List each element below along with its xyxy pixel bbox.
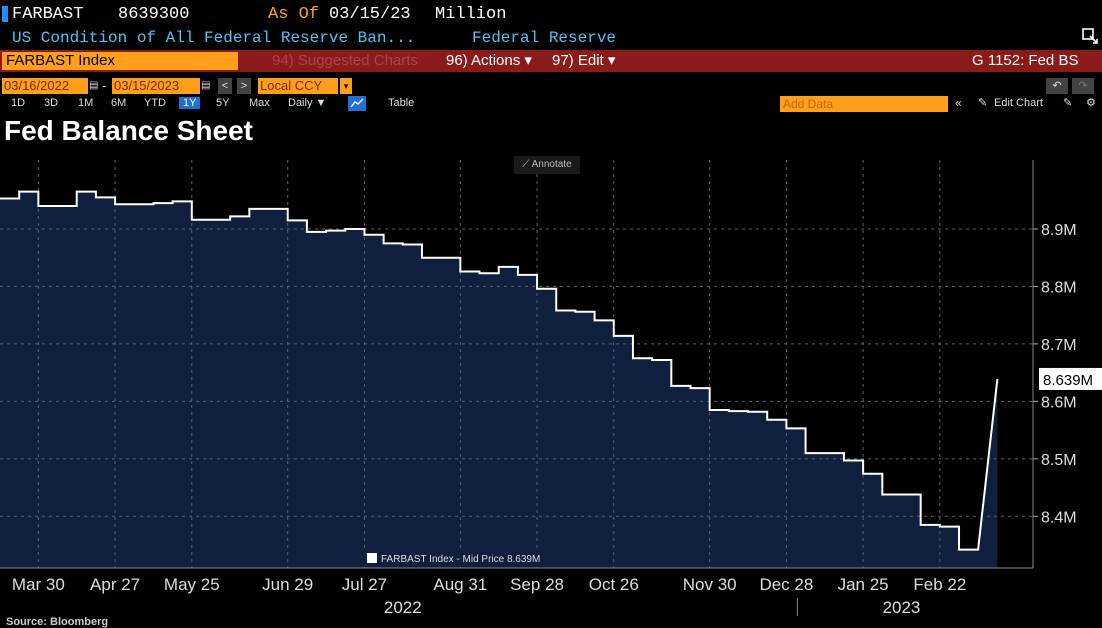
period-row: 1D 3D 1M 6M YTD 1Y 5Y Max Daily ▼ Table …: [0, 95, 1102, 113]
collapse-icon[interactable]: «: [955, 96, 962, 110]
period-max[interactable]: Max: [249, 97, 270, 109]
area-fill: [0, 191, 998, 568]
prev-period-button[interactable]: <: [218, 78, 232, 94]
x-year-label: 2023: [883, 598, 921, 616]
x-tick-label: Sep 28: [510, 575, 564, 594]
ticker-flag-icon: [2, 6, 8, 22]
add-data-field[interactable]: Add Data: [780, 96, 948, 112]
annotate-button[interactable]: ⟋ Annotate: [514, 156, 580, 174]
series-line: [0, 190, 999, 551]
x-tick-label: Mar 30: [12, 575, 65, 594]
start-date-field[interactable]: 03/16/2022: [2, 78, 88, 94]
legend-box: [362, 549, 560, 567]
frequency-select[interactable]: Daily ▼: [288, 97, 327, 109]
next-period-button[interactable]: >: [237, 78, 251, 94]
pencil-icon[interactable]: ✎: [978, 97, 988, 109]
security-field[interactable]: FARBAST Index: [2, 52, 238, 70]
table-button[interactable]: Table: [388, 97, 415, 109]
undo-icon[interactable]: ↶: [1046, 78, 1068, 94]
x-tick-label: Aug 31: [433, 575, 487, 594]
x-tick-label: Oct 26: [589, 575, 639, 594]
line-chart-icon[interactable]: [348, 96, 366, 111]
page-id: G 1152: Fed BS: [972, 52, 1079, 69]
edit-small-icon[interactable]: ✎: [1063, 97, 1073, 109]
settings-gear-icon[interactable]: ⚙: [1086, 97, 1096, 109]
x-tick-label: May 25: [164, 575, 220, 594]
edit-chart-button[interactable]: Edit Chart: [994, 97, 1043, 109]
period-1y[interactable]: 1Y: [179, 97, 201, 109]
period-5y[interactable]: 5Y: [216, 97, 230, 109]
chart-title: Fed Balance Sheet: [4, 115, 253, 146]
period-3d[interactable]: 3D: [44, 97, 59, 109]
period-ytd[interactable]: YTD: [144, 97, 166, 109]
source-note: Source: Bloomberg: [6, 616, 109, 628]
x-tick-label: Nov 30: [683, 575, 737, 594]
currency-dropdown-icon[interactable]: ▾: [340, 78, 352, 94]
y-tick-label: 8.7M: [1041, 337, 1077, 354]
suggested-charts-button[interactable]: 94) Suggested Charts: [272, 52, 418, 69]
actions-menu[interactable]: 96) Actions ▾: [446, 52, 532, 69]
x-year-label: 2022: [384, 598, 422, 616]
security-description: US Condition of All Federal Reserve Ban.…: [12, 29, 416, 47]
as-of-date[interactable]: 03/15/23: [329, 5, 411, 24]
edit-menu[interactable]: 97) Edit ▾: [552, 52, 616, 69]
x-tick-label: Jan 25: [838, 575, 889, 594]
ticker[interactable]: FARBAST: [12, 5, 84, 24]
period-6m[interactable]: 6M: [111, 97, 127, 109]
end-date-field[interactable]: 03/15/2023: [112, 78, 200, 94]
function-toolbar: FARBAST Index 94) Suggested Charts 96) A…: [0, 50, 1102, 72]
calendar-end-icon[interactable]: ▤: [201, 80, 211, 91]
x-tick-label: Jun 29: [262, 575, 313, 594]
balance-sheet-chart[interactable]: 8.4M 8.5M 8.6M 8.7M 8.8M 8.9M 8.639M Mar 30 Apr …: [0, 150, 1102, 616]
last-value-label: 8.639M: [1043, 372, 1093, 389]
y-tick-label: 8.6M: [1041, 394, 1077, 411]
redo-icon[interactable]: ↷: [1072, 78, 1094, 94]
legend-label: FARBAST Index - Mid Price 8.639M: [381, 554, 540, 565]
source-name: Federal Reserve: [472, 29, 617, 47]
last-value: 8639300: [118, 5, 190, 24]
date-range-row: 03/16/2022 ▤ - 03/15/2023 ▤ < > Local CC…: [0, 77, 1102, 95]
range-dash: -: [102, 78, 107, 93]
y-tick-label: 8.5M: [1041, 452, 1077, 469]
x-tick-label: Feb 22: [913, 575, 966, 594]
last-value-tag: [1039, 367, 1102, 390]
y-tick-label: 8.8M: [1041, 279, 1077, 296]
annotate-pencil-icon: ⟋: [522, 159, 532, 170]
legend-swatch: [367, 553, 377, 563]
x-tick-label: Jul 27: [342, 575, 387, 594]
y-tick-label: 8.9M: [1041, 222, 1077, 239]
currency-select[interactable]: Local CCY: [258, 78, 338, 94]
security-header: FARBAST 8639300 As Of 03/15/23 Million: [0, 0, 1102, 44]
x-tick-label: Apr 27: [90, 575, 140, 594]
period-1m[interactable]: 1M: [78, 97, 94, 109]
x-tick-label: Dec 28: [759, 575, 813, 594]
as-of-label: As Of: [268, 5, 320, 24]
annotate-label: Annotate: [531, 159, 572, 170]
unit-label: Million: [435, 5, 507, 24]
y-tick-label: 8.4M: [1041, 509, 1077, 526]
description-row: US Condition of All Federal Reserve Ban.…: [0, 28, 1102, 50]
calendar-start-icon[interactable]: ▤: [89, 80, 99, 91]
period-1d[interactable]: 1D: [11, 97, 26, 109]
expand-icon[interactable]: [1080, 26, 1100, 46]
